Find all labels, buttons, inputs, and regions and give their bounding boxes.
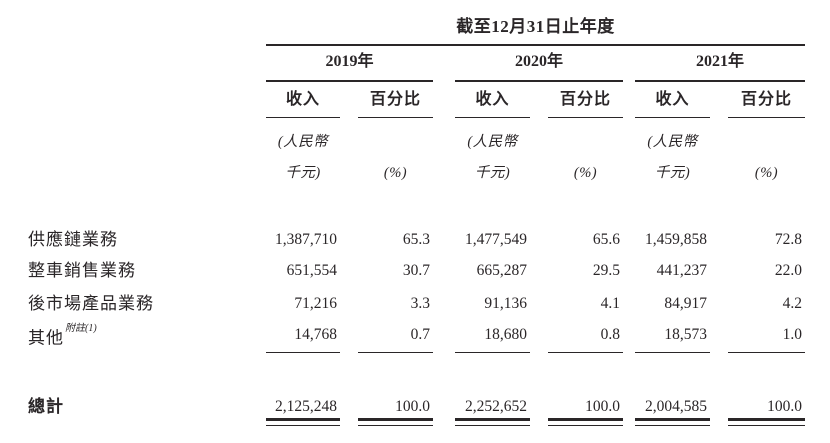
unit-currency-line1: (人民幣 [467,134,518,150]
revenue-value: 665,287 [476,262,527,279]
revenue-value: 1,387,710 [275,231,337,248]
revenue-value: 18,573 [664,326,707,343]
revenue-value: 14,768 [294,326,337,343]
row-label-text: 其他 [28,328,64,348]
column-header-percentage-2019: 百分比 [369,91,421,108]
percentage-value: 72.8 [774,231,802,248]
row-label: 其他附註(1) [28,323,266,350]
revenue-value: 71,216 [294,295,337,312]
column-header-percentage-2021: 百分比 [740,91,792,108]
unit-currency-line2: 千元) [474,165,511,181]
table-row-others: 其他附註(1) 14,768 0.7 18,680 0.8 18,573 1.0 [28,323,805,348]
table-row-total: 總計 2,125,248 100.0 2,252,652 100.0 2,004… [28,396,805,418]
year-header-2020: 2020年 [514,53,563,70]
total-double-rule-top [455,418,530,421]
subtotal-rule [455,352,530,354]
total-double-rule-top [358,418,433,421]
unit-percent: (%) [573,165,598,181]
revenue-value: 84,917 [664,295,707,312]
percentage-value: 4.2 [782,295,802,312]
total-double-rule-bottom [358,424,433,426]
column-header-revenue-2020: 收入 [475,91,510,108]
subtotal-rule [266,352,340,354]
column-underline [266,117,340,119]
total-revenue-value: 2,252,652 [465,398,527,415]
year-group-rule-2021 [635,80,805,82]
revenue-value: 651,554 [286,262,337,279]
total-revenue-value: 2,004,585 [645,398,707,415]
column-header-revenue-2021: 收入 [655,91,690,108]
year-group-rule-2019 [266,80,433,82]
subtotal-rule [728,352,805,354]
total-double-rule-bottom [635,424,710,426]
total-label: 總計 [28,397,64,416]
total-double-rule-bottom [455,424,530,426]
column-underline [728,117,805,119]
percentage-value: 0.8 [600,326,620,343]
unit-percent: (%) [383,165,408,181]
revenue-value: 441,237 [656,262,707,279]
percentage-value: 1.0 [782,326,802,343]
percentage-value: 22.0 [774,262,802,279]
unit-subheader-row-2: 千元) (%) 千元) (%) 千元) (%) [28,162,805,184]
unit-currency-line1: (人民幣 [277,134,329,150]
column-header-row: 收入 百分比 收入 百分比 收入 百分比 [28,89,805,111]
column-underline [635,117,710,119]
column-underline [358,117,433,119]
total-double-rule-top [635,418,710,421]
subtotal-rule [358,352,433,354]
revenue-value: 1,477,549 [465,231,527,248]
revenue-value: 18,680 [484,326,527,343]
row-label: 供應鏈業務 [28,230,118,249]
total-double-rule-top [548,418,623,421]
percentage-value: 65.3 [402,231,430,248]
table-row-aftermarket-products: 後市場產品業務 71,216 3.3 91,136 4.1 84,917 4.2 [28,293,805,315]
percentage-value: 3.3 [410,295,430,312]
percentage-value: 30.7 [402,262,430,279]
total-percentage-value: 100.0 [585,398,620,415]
table-top-rule [266,44,805,46]
percentage-value: 4.1 [600,295,620,312]
unit-currency-line2: 千元) [654,165,691,181]
column-underline [455,117,530,119]
total-double-rule-bottom [548,424,623,426]
row-label: 後市場產品業務 [28,294,154,313]
footnote-reference: 附註(1) [65,323,97,334]
unit-currency-line2: 千元) [285,165,321,181]
total-percentage-value: 100.0 [767,398,802,415]
total-double-rule-top [266,418,340,421]
revenue-value: 1,459,858 [645,231,707,248]
year-header-2021: 2021年 [695,53,744,70]
total-double-rule-bottom [266,424,340,426]
table-row-vehicle-sales: 整車銷售業務 651,554 30.7 665,287 29.5 441,237… [28,260,805,282]
total-double-rule-top [728,418,805,421]
total-revenue-value: 2,125,248 [275,398,337,415]
subtotal-rule [635,352,710,354]
column-header-percentage-2020: 百分比 [559,91,611,108]
total-double-rule-bottom [728,424,805,426]
revenue-value: 91,136 [484,295,527,312]
column-header-revenue-2019: 收入 [285,91,320,108]
column-underline [548,117,623,119]
unit-currency-line1: (人民幣 [647,134,698,150]
year-header-row: 2019年 2020年 2021年 [28,51,805,73]
percentage-value: 29.5 [592,262,620,279]
subtotal-rule [548,352,623,354]
year-group-rule-2020 [455,80,623,82]
year-header-2019: 2019年 [325,53,374,70]
unit-percent: (%) [754,165,779,181]
row-label: 整車銷售業務 [28,261,136,280]
unit-subheader-row-1: (人民幣 (人民幣 (人民幣 [28,131,805,153]
total-percentage-value: 100.0 [395,398,430,415]
percentage-value: 65.6 [592,231,620,248]
table-row-supply-chain: 供應鏈業務 1,387,710 65.3 1,477,549 65.6 1,45… [28,229,805,251]
percentage-value: 0.7 [410,326,430,343]
period-header: 截至12月31日止年度 [456,17,615,36]
